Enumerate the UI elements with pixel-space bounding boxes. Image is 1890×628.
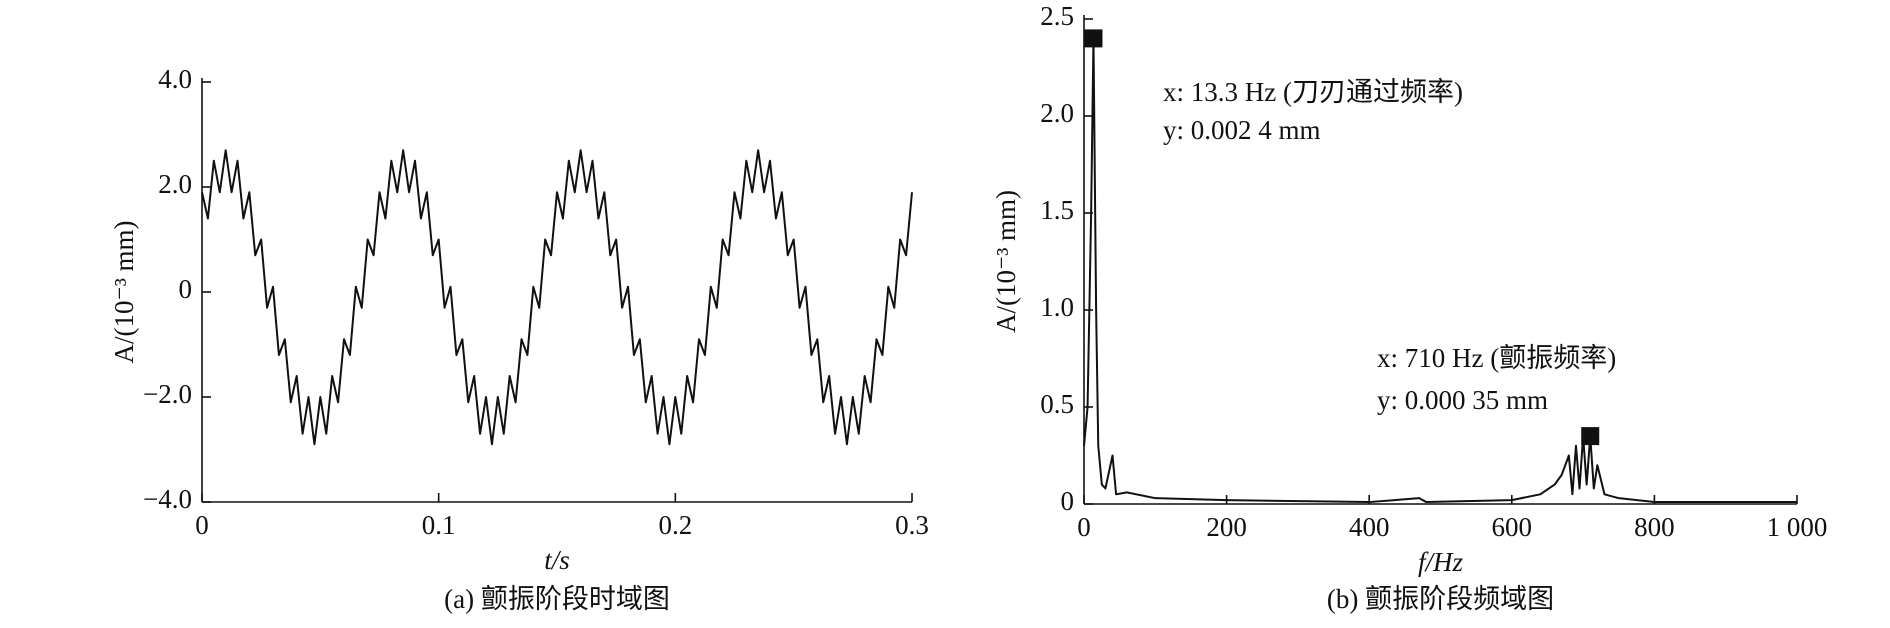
annotation: x: 13.3 Hz (刀刃通过频率) — [1163, 77, 1463, 107]
x-tick-label: 200 — [1206, 512, 1247, 542]
x-tick-label: 1 000 — [1767, 512, 1828, 542]
y-tick-label: 4.0 — [158, 64, 192, 94]
x-tick-label: 800 — [1634, 512, 1675, 542]
x-tick-label: 0 — [195, 510, 209, 540]
x-axis-label: t/s — [544, 545, 570, 575]
caption: (a) 颤振阶段时域图 — [444, 584, 670, 614]
x-tick-label: 0.1 — [422, 510, 456, 540]
y-tick-label: 2.0 — [1040, 98, 1074, 128]
x-axis-label: f/Hz — [1418, 547, 1464, 577]
caption: (b) 颤振阶段频域图 — [1327, 584, 1554, 614]
y-tick-label: 0 — [179, 274, 193, 304]
y-tick-label: 0.5 — [1040, 389, 1074, 419]
data-line — [1083, 37, 1797, 504]
x-tick-label: 0.2 — [658, 510, 692, 540]
annotation: y: 0.002 4 mm — [1163, 115, 1321, 145]
y-tick-label: 1.5 — [1040, 195, 1074, 225]
y-tick-label: 2.0 — [158, 169, 192, 199]
data-line — [201, 149, 913, 446]
x-tick-label: 0.3 — [895, 510, 929, 540]
y-tick-label: 1.0 — [1040, 292, 1074, 322]
x-tick-label: 0 — [1077, 512, 1091, 542]
y-axis-label: A/(10⁻³ mm) — [109, 220, 139, 363]
y-tick-label: 0 — [1061, 486, 1075, 516]
x-tick-label: 400 — [1349, 512, 1390, 542]
annotation: y: 0.000 35 mm — [1377, 385, 1548, 415]
y-tick-label: −4.0 — [143, 484, 192, 514]
peak-marker — [1581, 427, 1600, 446]
y-tick-label: −2.0 — [143, 379, 192, 409]
x-tick-label: 600 — [1492, 512, 1533, 542]
annotation: x: 710 Hz (颤振频率) — [1377, 343, 1616, 373]
y-tick-label: 2.5 — [1040, 1, 1074, 31]
y-axis-label: A/(10⁻³ mm) — [991, 190, 1021, 333]
peak-marker — [1084, 29, 1103, 48]
